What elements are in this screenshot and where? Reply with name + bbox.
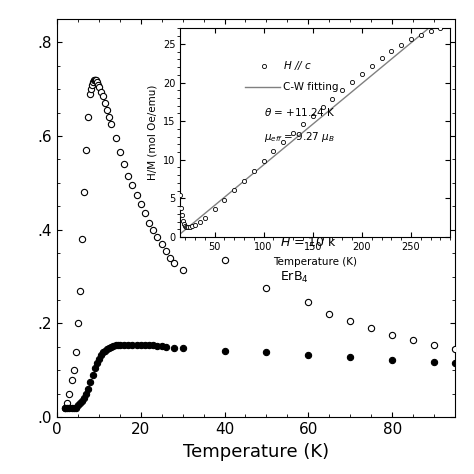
Text: $H$ = 10 k: $H$ = 10 k: [280, 235, 337, 249]
Text: C-W fitting: C-W fitting: [283, 82, 338, 92]
Text: $H$ // $c$: $H$ // $c$: [283, 59, 312, 73]
Text: $\mu_{eff}$ = 9.27 $\mu_B$: $\mu_{eff}$ = 9.27 $\mu_B$: [264, 130, 335, 144]
Text: $H$ //: $H$ //: [296, 163, 321, 177]
X-axis label: Temperature (K): Temperature (K): [183, 443, 329, 461]
Text: ErB$_4$: ErB$_4$: [280, 270, 309, 285]
Text: $H$ $\perp$: $H$ $\perp$: [296, 200, 321, 213]
X-axis label: Temperature (K): Temperature (K): [273, 257, 357, 267]
Text: $\theta$ = +11.24 K: $\theta$ = +11.24 K: [264, 106, 336, 118]
Y-axis label: H/M (mol Oe/emu): H/M (mol Oe/emu): [147, 85, 157, 181]
